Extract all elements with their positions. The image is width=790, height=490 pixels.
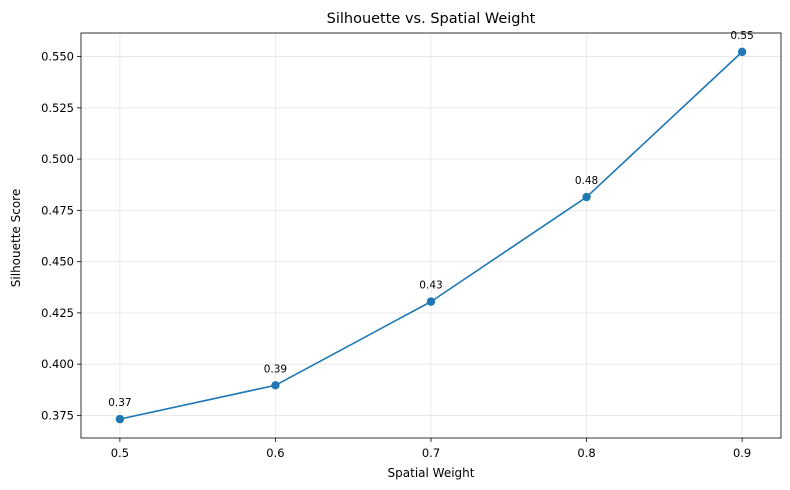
x-tick-label: 0.5 (111, 446, 129, 460)
data-point (271, 381, 280, 390)
data-point (582, 192, 591, 202)
data-label: 0.43 (419, 280, 442, 292)
data-label: 0.37 (108, 397, 131, 409)
y-tick-label: 0.450 (41, 255, 74, 269)
x-tick-label: 0.6 (266, 446, 284, 460)
y-tick-label: 0.425 (41, 306, 74, 320)
chart-title: Silhouette vs. Spatial Weight (327, 11, 536, 27)
y-tick-label: 0.550 (41, 50, 74, 64)
data-label: 0.48 (575, 175, 598, 187)
x-tick-label: 0.9 (733, 446, 751, 460)
data-label: 0.39 (264, 363, 287, 375)
data-label: 0.55 (730, 30, 753, 42)
x-tick-label: 0.7 (422, 446, 440, 460)
data-point (737, 47, 747, 57)
y-tick-label: 0.525 (41, 101, 74, 115)
y-tick-label: 0.375 (41, 408, 74, 422)
grid-lines (81, 33, 781, 438)
x-axis-label: Spatial Weight (388, 466, 475, 480)
axis-ticks: 0.5 0.6 0.7 0.8 0.9 0.375 0.400 0.425 0.450 0.475… (41, 50, 751, 460)
y-tick-label: 0.400 (41, 357, 74, 371)
data-point (426, 297, 436, 306)
x-tick-label: 0.8 (577, 446, 595, 460)
y-tick-label: 0.475 (41, 203, 74, 217)
data-series: 0.37 0.39 0.43 0.48 0.55 (108, 30, 754, 424)
y-tick-label: 0.500 (41, 152, 74, 166)
y-axis-label: Silhouette Score (9, 189, 23, 287)
data-point (115, 414, 125, 424)
plot-frame (80, 32, 782, 439)
